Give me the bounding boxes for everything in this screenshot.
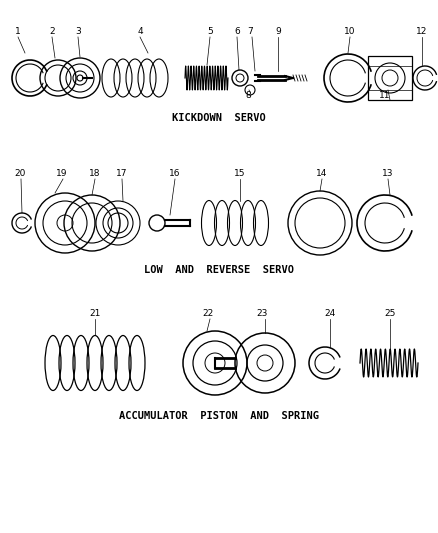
Text: 2: 2 <box>49 27 55 36</box>
Text: 18: 18 <box>89 169 101 178</box>
Text: 6: 6 <box>234 27 240 36</box>
Text: 10: 10 <box>344 27 356 36</box>
Text: 25: 25 <box>384 309 396 318</box>
Text: 15: 15 <box>234 169 246 178</box>
Text: KICKDOWN  SERVO: KICKDOWN SERVO <box>172 113 266 123</box>
Text: 8: 8 <box>245 91 251 100</box>
Text: 11: 11 <box>379 91 391 100</box>
Text: 20: 20 <box>14 169 26 178</box>
Text: 22: 22 <box>202 309 214 318</box>
Text: 24: 24 <box>325 309 336 318</box>
Text: ACCUMULATOR  PISTON  AND  SPRING: ACCUMULATOR PISTON AND SPRING <box>119 411 319 421</box>
Bar <box>368 56 412 100</box>
Text: 21: 21 <box>89 309 101 318</box>
Text: 5: 5 <box>207 27 213 36</box>
Text: 7: 7 <box>247 27 253 36</box>
Text: LOW  AND  REVERSE  SERVO: LOW AND REVERSE SERVO <box>144 265 294 275</box>
Text: 19: 19 <box>56 169 68 178</box>
Text: 3: 3 <box>75 27 81 36</box>
Text: 16: 16 <box>169 169 181 178</box>
Text: 13: 13 <box>382 169 394 178</box>
Text: 17: 17 <box>116 169 128 178</box>
Text: 12: 12 <box>416 27 427 36</box>
Text: 23: 23 <box>256 309 268 318</box>
Text: 9: 9 <box>275 27 281 36</box>
Text: 1: 1 <box>15 27 21 36</box>
Text: 14: 14 <box>316 169 328 178</box>
Text: 4: 4 <box>137 27 143 36</box>
